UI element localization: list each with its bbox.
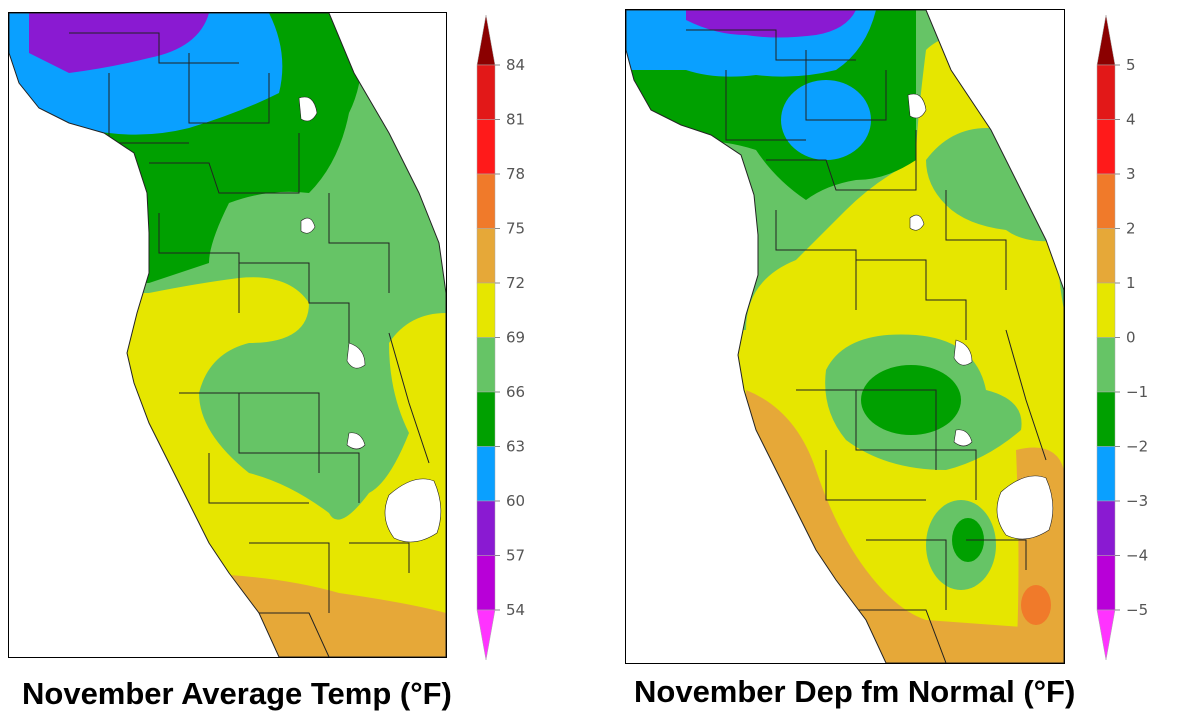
colorbar-segments bbox=[1096, 64, 1116, 611]
lakes bbox=[907, 93, 1054, 540]
colorbar-segments bbox=[476, 64, 496, 611]
colorbar-label: 4 bbox=[1126, 111, 1136, 129]
colorbar-bottom-arrow bbox=[1096, 609, 1116, 661]
colorbar-segment bbox=[1096, 173, 1116, 229]
colorbar-segment bbox=[476, 228, 496, 284]
coastline bbox=[9, 13, 446, 657]
departure-contours bbox=[626, 10, 1064, 663]
lakes bbox=[298, 96, 442, 543]
county-borders bbox=[686, 29, 1047, 663]
colorbar-segment bbox=[1096, 282, 1116, 338]
colorbar-segment bbox=[476, 64, 496, 120]
contour-purple bbox=[686, 10, 856, 38]
colorbar-label: 66 bbox=[506, 383, 525, 401]
average-temp-map-canvas bbox=[9, 13, 446, 657]
county-borders bbox=[69, 32, 430, 657]
colorbar-label: −4 bbox=[1126, 547, 1148, 565]
colorbar-label: 1 bbox=[1126, 274, 1136, 292]
colorbar-segment bbox=[476, 119, 496, 175]
temperature-contours bbox=[9, 13, 446, 657]
departure-map-canvas bbox=[626, 10, 1064, 663]
average-temp-map bbox=[8, 12, 447, 658]
colorbar-bottom-arrow bbox=[476, 609, 496, 661]
average-temp-legend: 84 81 78 75 72 69 66 63 60 57 54 bbox=[476, 10, 546, 670]
colorbar-segment bbox=[1096, 337, 1116, 393]
colorbar-label: 5 bbox=[1126, 56, 1136, 74]
colorbar-label: −3 bbox=[1126, 492, 1148, 510]
colorbar-segment bbox=[476, 282, 496, 338]
colorbar-label: 54 bbox=[506, 601, 525, 619]
average-temp-caption: November Average Temp (°F) bbox=[22, 676, 452, 711]
colorbar-segment bbox=[1096, 119, 1116, 175]
colorbar-label: 78 bbox=[506, 165, 525, 183]
colorbar-segment bbox=[476, 446, 496, 502]
colorbar-label: −1 bbox=[1126, 383, 1148, 401]
colorbar-label: 2 bbox=[1126, 220, 1136, 238]
colorbar-segment bbox=[1096, 228, 1116, 284]
colorbar-label: −5 bbox=[1126, 601, 1148, 619]
colorbar-segment bbox=[1096, 555, 1116, 611]
colorbar-segment bbox=[1096, 500, 1116, 556]
colorbar-label: −2 bbox=[1126, 438, 1148, 456]
colorbar-segment bbox=[1096, 64, 1116, 120]
colorbar-label: 84 bbox=[506, 56, 525, 74]
colorbar-label: 3 bbox=[1126, 165, 1136, 183]
average-temp-colorbar: 84 81 78 75 72 69 66 63 60 57 54 bbox=[476, 14, 525, 661]
colorbar-top-arrow bbox=[476, 14, 496, 66]
contour-purple bbox=[29, 13, 209, 73]
colorbar-label: 69 bbox=[506, 329, 525, 347]
colorbar-label: 63 bbox=[506, 438, 525, 456]
contour-orange bbox=[1021, 585, 1051, 625]
colorbar-label: 57 bbox=[506, 547, 525, 565]
colorbar-segment bbox=[476, 500, 496, 556]
coastline bbox=[626, 10, 1064, 663]
departure-from-normal-map bbox=[625, 9, 1065, 664]
colorbar-segment bbox=[1096, 391, 1116, 447]
colorbar-top-arrow bbox=[1096, 14, 1116, 66]
departure-legend: 5 4 3 2 1 0 −1 −2 −3 −4 −5 bbox=[1096, 10, 1166, 670]
colorbar-segment bbox=[1096, 446, 1116, 502]
colorbar-segment bbox=[476, 337, 496, 393]
colorbar-segment bbox=[476, 555, 496, 611]
colorbar-label: 72 bbox=[506, 274, 525, 292]
colorbar-label: 75 bbox=[506, 220, 525, 238]
colorbar-label: 81 bbox=[506, 111, 525, 129]
colorbar-label: 60 bbox=[506, 492, 525, 510]
colorbar-segment bbox=[476, 173, 496, 229]
contour-green-dark-center bbox=[861, 365, 961, 435]
departure-caption: November Dep fm Normal (°F) bbox=[634, 674, 1076, 709]
departure-colorbar: 5 4 3 2 1 0 −1 −2 −3 −4 −5 bbox=[1096, 14, 1148, 661]
colorbar-segment bbox=[476, 391, 496, 447]
colorbar-label: 0 bbox=[1126, 329, 1136, 347]
